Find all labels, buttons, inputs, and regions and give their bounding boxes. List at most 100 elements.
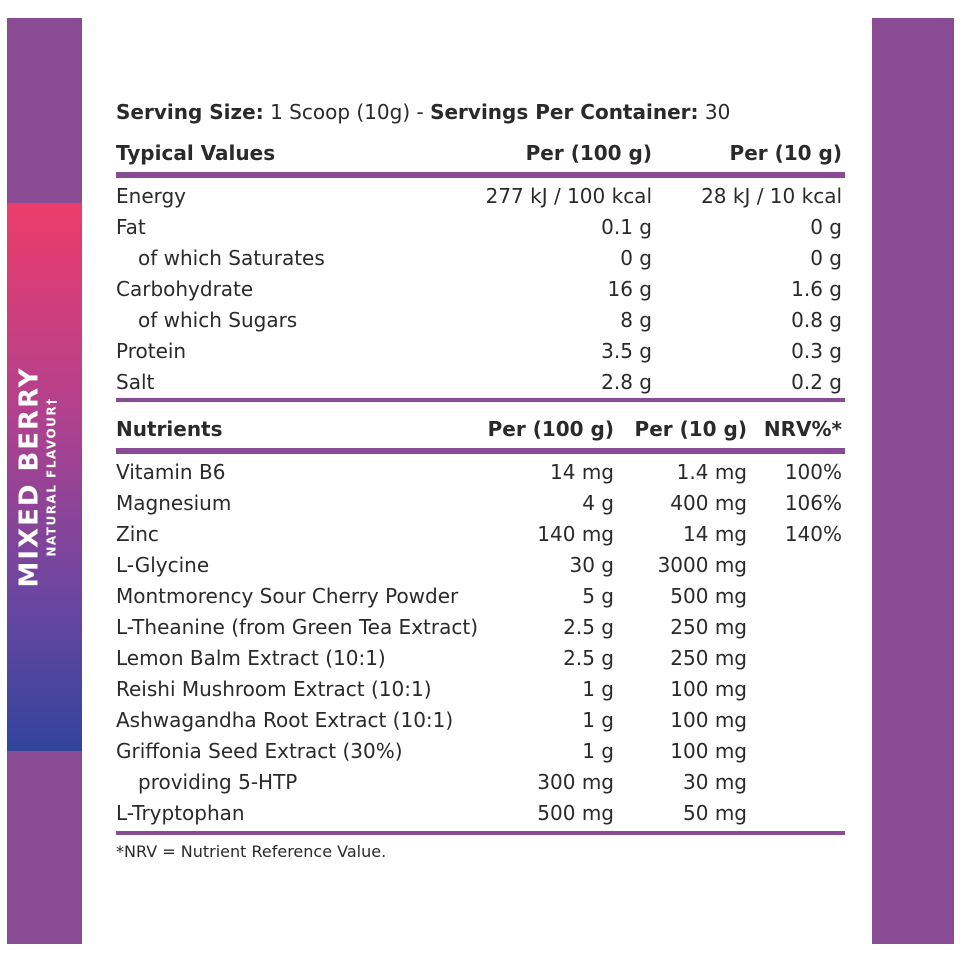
nutrient-per-10g: 100 mg <box>670 677 747 701</box>
nutrient-row: Magnesium 4 g 400 mg 106% <box>116 488 842 519</box>
nutrient-nrv: 140% <box>784 522 842 546</box>
nutrient-name: L-Theanine (from Green Tea Extract) <box>116 615 478 639</box>
nutrient-per-10g: 250 mg <box>670 646 747 670</box>
nutrient-name: Ashwagandha Root Extract (10:1) <box>116 708 454 732</box>
typical-per-10g: 0 g <box>810 246 842 270</box>
nutrient-row: providing 5-HTP 300 mg 30 mg <box>116 767 842 798</box>
nutrient-per-100g: 14 mg <box>550 460 614 484</box>
nutrient-per-100g: 1 g <box>582 708 614 732</box>
typical-row: Fat 0.1 g 0 g <box>116 212 842 243</box>
nutrient-name: L-Glycine <box>116 553 210 577</box>
nutrient-per-10g: 250 mg <box>670 615 747 639</box>
nutrient-per-100g: 140 mg <box>537 522 614 546</box>
typical-bottom-rule <box>116 398 845 402</box>
nutrient-per-100g: 30 g <box>569 553 614 577</box>
nutrient-per-10g: 100 mg <box>670 739 747 763</box>
nutrient-name: Magnesium <box>116 491 232 515</box>
typical-per-100g: 8 g <box>620 308 652 332</box>
header-nrv: NRV%* <box>763 417 842 441</box>
serving-separator: - <box>416 100 424 124</box>
nutrient-per-10g: 400 mg <box>670 491 747 515</box>
typical-per-100g: 0.1 g <box>601 215 652 239</box>
nutrient-name: Lemon Balm Extract (10:1) <box>116 646 386 670</box>
serving-info: Serving Size: 1 Scoop (10g) - Servings P… <box>116 100 730 124</box>
nutrient-name: providing 5-HTP <box>138 770 298 794</box>
servings-per-container-label: Servings Per Container: <box>430 100 699 124</box>
nutrients-bottom-rule <box>116 831 845 835</box>
nutrient-name: L-Tryptophan <box>116 801 245 825</box>
nutrient-row: Ashwagandha Root Extract (10:1) 1 g 100 mg <box>116 705 842 736</box>
nutrient-row: Montmorency Sour Cherry Powder 5 g 500 mg <box>116 581 842 612</box>
typical-row: Carbohydrate 16 g 1.6 g <box>116 274 842 305</box>
nutrient-row: L-Tryptophan 500 mg 50 mg <box>116 798 842 829</box>
nutrient-per-100g: 5 g <box>582 584 614 608</box>
typical-name: of which Saturates <box>138 246 325 270</box>
servings-per-container-value: 30 <box>704 100 731 124</box>
nutrient-per-100g: 300 mg <box>537 770 614 794</box>
nrv-footnote: *NRV = Nutrient Reference Value. <box>116 842 387 861</box>
typical-row: Salt 2.8 g 0.2 g <box>116 367 842 398</box>
flavour-label: MIXED BERRY NATURAL FLAVOUR† <box>15 366 60 587</box>
typical-per-100g: 16 g <box>607 277 652 301</box>
typical-header-rule <box>116 172 845 178</box>
typical-per-100g: 0 g <box>620 246 652 270</box>
nutrient-nrv: 100% <box>784 460 842 484</box>
typical-row: Protein 3.5 g 0.3 g <box>116 336 842 367</box>
flavour-name: MIXED BERRY <box>14 366 45 588</box>
right-purple-band <box>872 18 954 944</box>
nutrient-per-100g: 1 g <box>582 739 614 763</box>
nutrient-nrv: 106% <box>784 491 842 515</box>
typical-per-100g: 277 kJ / 100 kcal <box>485 184 652 208</box>
typical-name: Protein <box>116 339 187 363</box>
nutrient-per-10g: 3000 mg <box>657 553 747 577</box>
nutrient-row: Vitamin B6 14 mg 1.4 mg 100% <box>116 457 842 488</box>
typical-per-10g: 0.2 g <box>791 370 842 394</box>
typical-name: Salt <box>116 370 155 394</box>
nutrient-row: L-Glycine 30 g 3000 mg <box>116 550 842 581</box>
nutrients-header: Nutrients Per (100 g) Per (10 g) NRV%* <box>116 414 842 445</box>
header-nutrients-per-10g: Per (10 g) <box>634 417 747 441</box>
typical-per-100g: 2.8 g <box>601 370 652 394</box>
nutrient-per-10g: 50 mg <box>683 801 747 825</box>
header-per-100g: Per (100 g) <box>525 141 652 165</box>
typical-row: of which Saturates 0 g 0 g <box>116 243 842 274</box>
header-typical-values: Typical Values <box>116 141 276 165</box>
header-nutrients: Nutrients <box>116 417 223 441</box>
nutrient-per-10g: 14 mg <box>683 522 747 546</box>
header-per-10g: Per (10 g) <box>729 141 842 165</box>
typical-row: Energy 277 kJ / 100 kcal 28 kJ / 10 kcal <box>116 181 842 212</box>
typical-per-10g: 0.8 g <box>791 308 842 332</box>
nutrient-row: Zinc 140 mg 14 mg 140% <box>116 519 842 550</box>
nutrient-per-10g: 500 mg <box>670 584 747 608</box>
typical-per-10g: 0.3 g <box>791 339 842 363</box>
nutrient-per-100g: 500 mg <box>537 801 614 825</box>
typical-per-10g: 28 kJ / 10 kcal <box>701 184 842 208</box>
typical-values-header: Typical Values Per (100 g) Per (10 g) <box>116 138 842 169</box>
nutrient-per-10g: 30 mg <box>683 770 747 794</box>
typical-name: Carbohydrate <box>116 277 254 301</box>
nutrient-name: Reishi Mushroom Extract (10:1) <box>116 677 432 701</box>
header-nutrients-per-100g: Per (100 g) <box>487 417 614 441</box>
nutrient-per-10g: 100 mg <box>670 708 747 732</box>
nutrient-row: Griffonia Seed Extract (30%) 1 g 100 mg <box>116 736 842 767</box>
nutrient-name: Griffonia Seed Extract (30%) <box>116 739 403 763</box>
nutrients-header-rule <box>116 448 845 454</box>
nutrient-per-100g: 1 g <box>582 677 614 701</box>
typical-row: of which Sugars 8 g 0.8 g <box>116 305 842 336</box>
serving-size-value: 1 Scoop (10g) <box>270 100 411 124</box>
nutrient-per-100g: 2.5 g <box>563 646 614 670</box>
nutrient-per-100g: 2.5 g <box>563 615 614 639</box>
typical-name: Fat <box>116 215 146 239</box>
nutrient-row: Lemon Balm Extract (10:1) 2.5 g 250 mg <box>116 643 842 674</box>
nutrient-row: Reishi Mushroom Extract (10:1) 1 g 100 mg <box>116 674 842 705</box>
nutrient-per-10g: 1.4 mg <box>676 460 747 484</box>
flavour-gradient-panel <box>7 203 82 751</box>
typical-per-100g: 3.5 g <box>601 339 652 363</box>
nutrient-name: Zinc <box>116 522 159 546</box>
typical-name: of which Sugars <box>138 308 298 332</box>
nutrient-per-100g: 4 g <box>582 491 614 515</box>
flavour-subtitle: NATURAL FLAVOUR† <box>44 397 59 557</box>
typical-per-10g: 0 g <box>810 215 842 239</box>
typical-per-10g: 1.6 g <box>791 277 842 301</box>
typical-name: Energy <box>116 184 187 208</box>
